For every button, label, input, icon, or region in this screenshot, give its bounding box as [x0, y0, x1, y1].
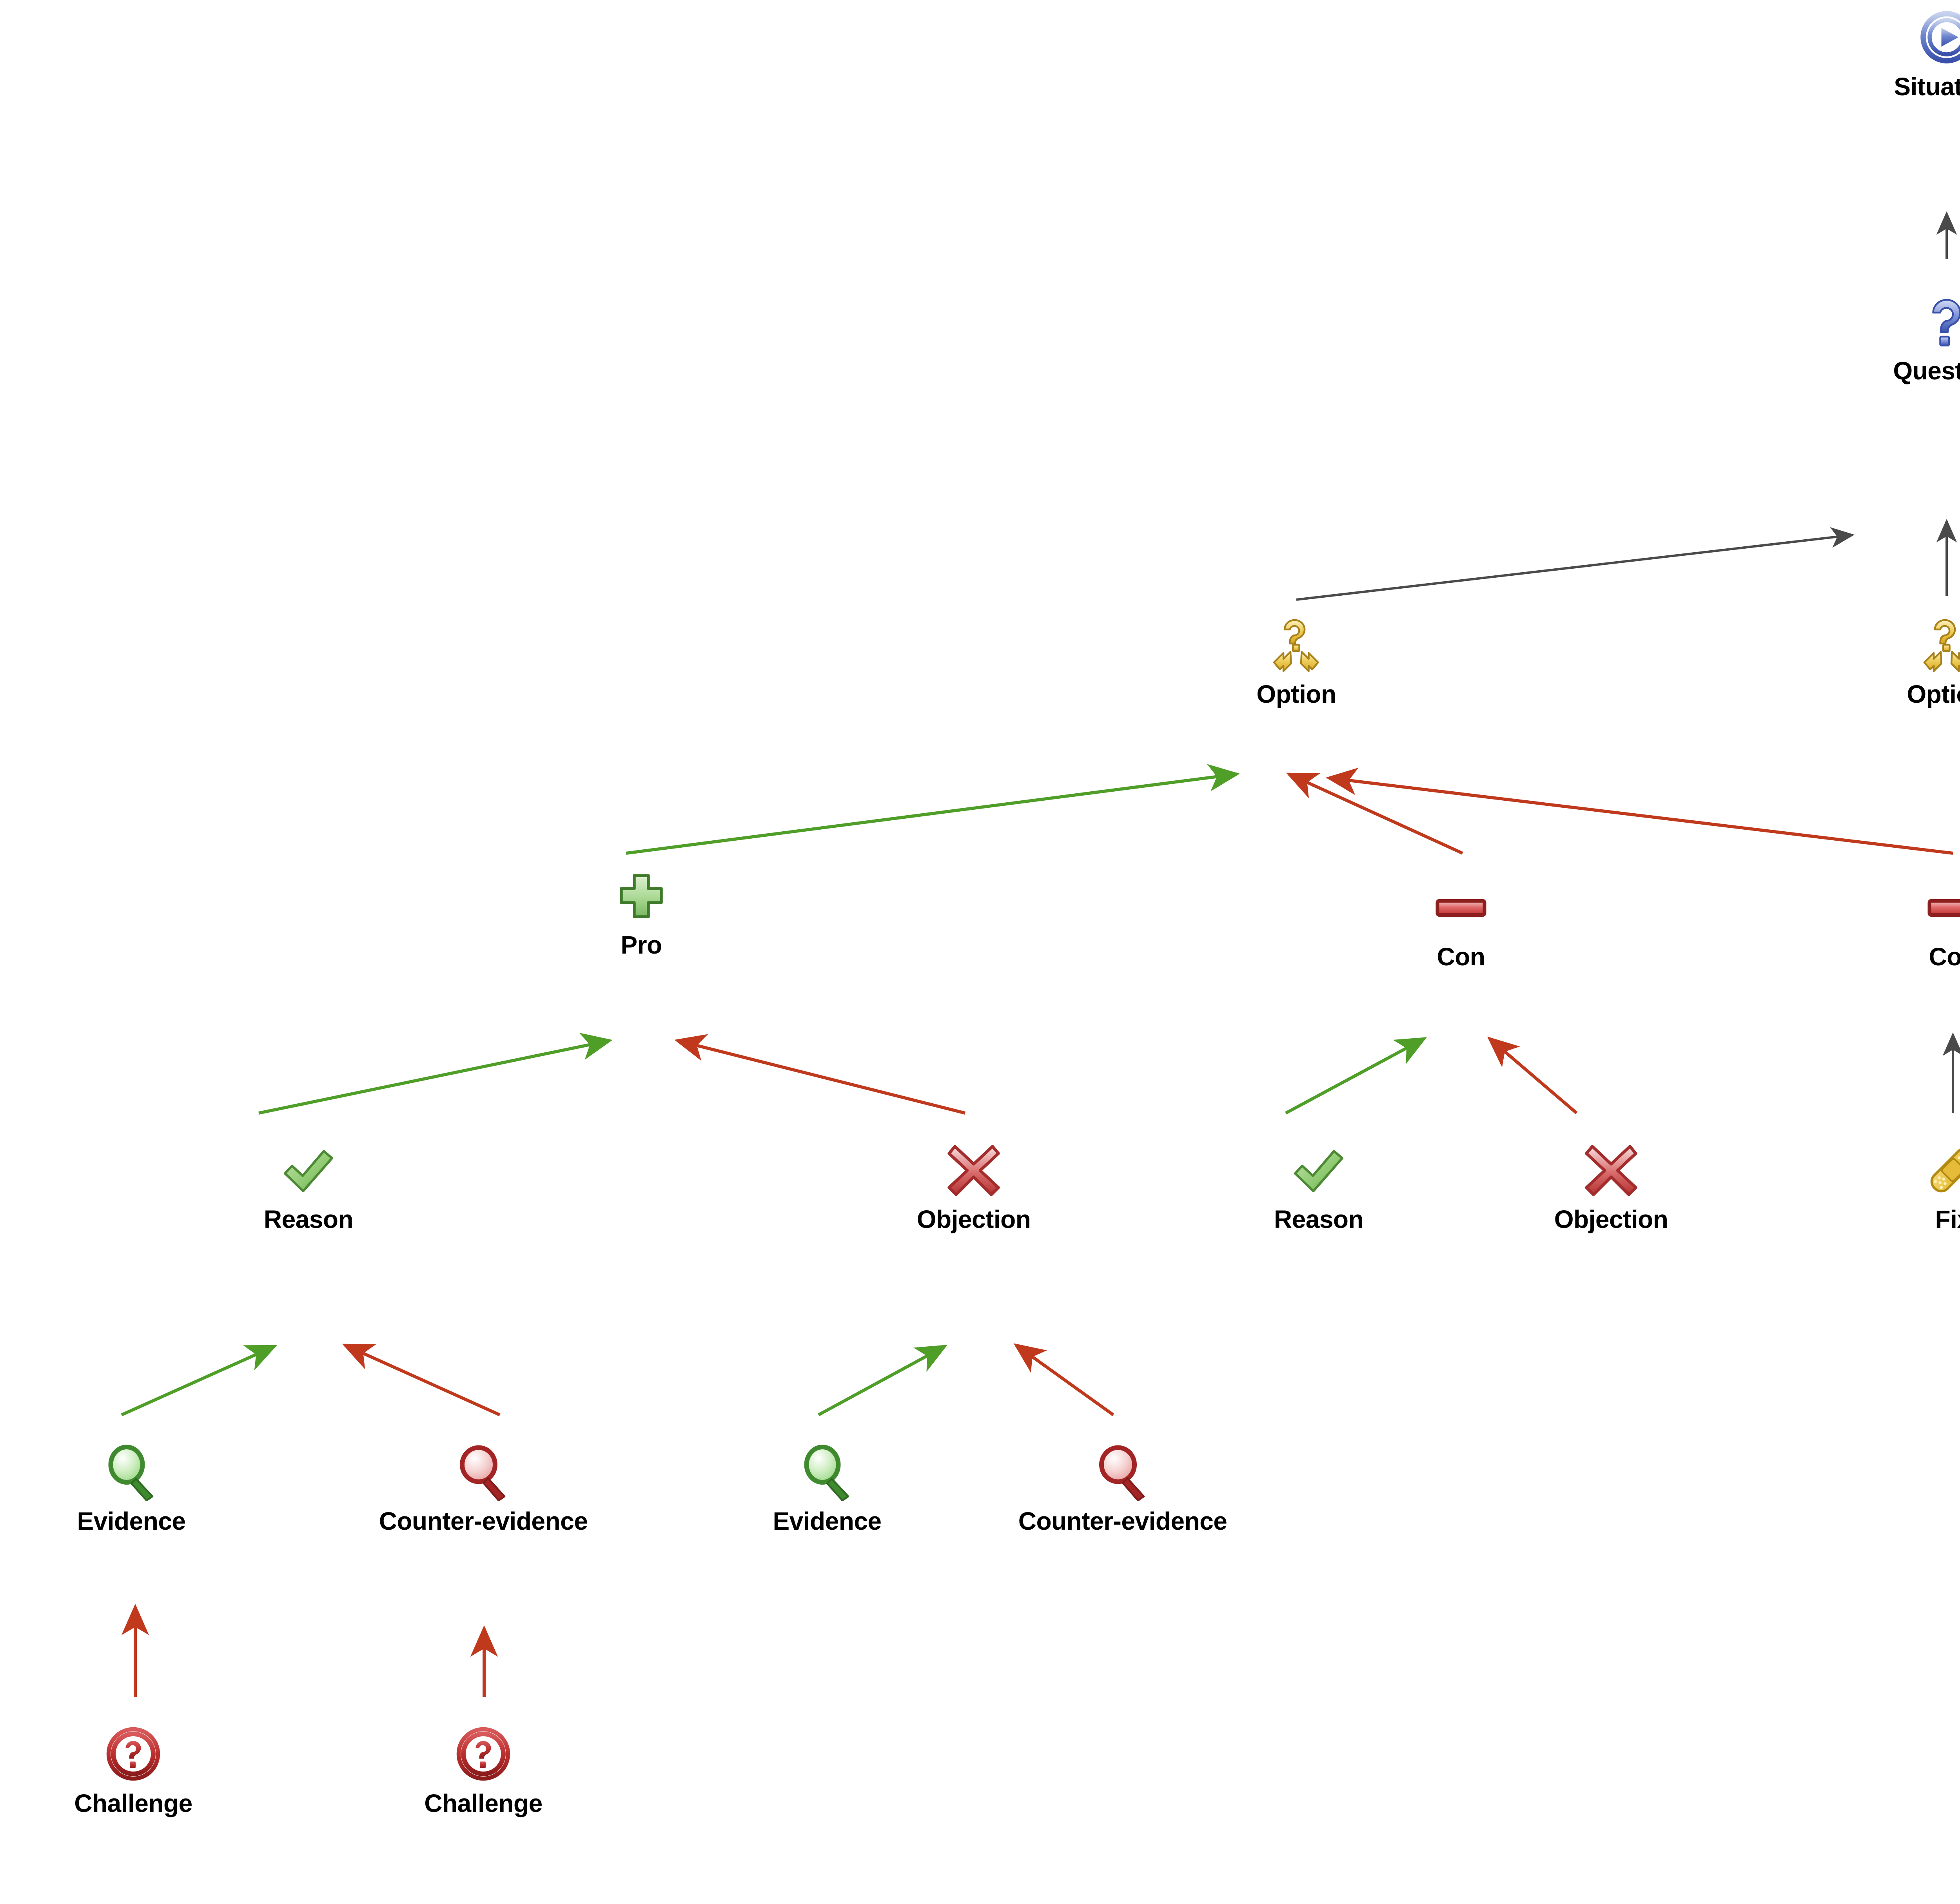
node-label: Option	[1256, 680, 1336, 708]
node-reason-1[interactable]: Reason	[132, 1141, 485, 1234]
magnifier-green-icon	[102, 1442, 161, 1501]
edge-evidence-1-to-reason-1	[121, 1345, 278, 1416]
edge-evidence-2-to-objection-1	[818, 1345, 948, 1416]
magnifier-red-icon	[454, 1442, 513, 1501]
node-label: Question	[1893, 357, 1960, 385]
edge-objection-2-to-con-1	[1487, 1036, 1578, 1115]
node-challenge-1[interactable]: Challenge	[0, 1724, 310, 1818]
node-challenge-2[interactable]: Challenge	[307, 1724, 660, 1818]
node-label: Objection	[1554, 1205, 1668, 1233]
minus-icon	[1432, 878, 1490, 937]
node-label: Challenge	[74, 1789, 192, 1817]
node-option-1[interactable]: Option	[1120, 615, 1473, 709]
edge-con-2-to-option-1	[1326, 767, 1953, 855]
edge-reason-2-to-con-1	[1285, 1037, 1427, 1115]
node-label: Pro	[621, 931, 662, 959]
node-label: Con	[1929, 943, 1960, 971]
node-label: Evidence	[773, 1507, 882, 1535]
node-fix-1[interactable]: Fix	[1777, 1141, 1960, 1234]
node-label: Objection	[916, 1205, 1031, 1233]
question-mark-icon	[1917, 292, 1960, 351]
node-label: Con	[1437, 943, 1485, 971]
option-fork-icon	[1917, 615, 1960, 674]
edge-option-1-to-question	[1296, 527, 1855, 601]
node-counter-evidence-1[interactable]: Counter-evidence	[307, 1442, 660, 1536]
node-label: Fix	[1935, 1205, 1960, 1233]
edge-pro-1-to-option-1	[626, 764, 1240, 855]
node-evidence-2[interactable]: Evidence	[651, 1442, 1004, 1536]
question-circle-icon	[104, 1724, 163, 1783]
node-evidence-1[interactable]: Evidence	[0, 1442, 308, 1536]
node-reason-2[interactable]: Reason	[1142, 1141, 1495, 1234]
check-icon	[279, 1141, 338, 1199]
minus-icon	[1924, 878, 1960, 937]
node-label: Counter-evidence	[1018, 1507, 1227, 1535]
check-icon	[1289, 1141, 1348, 1199]
node-label: Reason	[1274, 1205, 1364, 1233]
node-label: Evidence	[77, 1507, 186, 1535]
node-objection-1[interactable]: Objection	[797, 1141, 1150, 1234]
edge-counter-evidence-1-to-reason-1	[342, 1344, 501, 1416]
option-fork-icon	[1267, 615, 1326, 674]
node-label: Option	[1907, 680, 1960, 708]
node-counter-evidence-2[interactable]: Counter-evidence	[946, 1442, 1299, 1536]
node-label: Reason	[263, 1205, 354, 1233]
node-question[interactable]: Question	[1770, 292, 1960, 385]
bandage-icon	[1924, 1141, 1960, 1199]
edge-counter-evidence-2-to-objection-1	[1013, 1343, 1114, 1416]
node-con-2[interactable]: Con	[1777, 878, 1960, 971]
magnifier-red-icon	[1093, 1442, 1152, 1501]
node-label: Counter-evidence	[379, 1507, 588, 1535]
cross-icon	[1582, 1141, 1641, 1199]
node-label: Situation	[1894, 73, 1960, 101]
plus-icon	[612, 866, 671, 925]
question-circle-icon	[454, 1724, 513, 1783]
edge-objection-1-to-pro-1	[674, 1034, 965, 1115]
play-circle-icon	[1917, 8, 1960, 67]
node-objection-2[interactable]: Objection	[1435, 1141, 1788, 1234]
magnifier-green-icon	[798, 1442, 857, 1501]
cross-icon	[944, 1141, 1003, 1199]
node-label: Challenge	[424, 1789, 543, 1817]
node-pro-1[interactable]: Pro	[465, 866, 818, 959]
node-con-1[interactable]: Con	[1285, 878, 1637, 971]
edge-reason-1-to-pro-1	[258, 1033, 613, 1115]
node-situation[interactable]: Situation	[1770, 8, 1960, 101]
node-option-2[interactable]: Option	[1770, 615, 1960, 709]
edge-con-1-to-option-1	[1286, 772, 1463, 855]
